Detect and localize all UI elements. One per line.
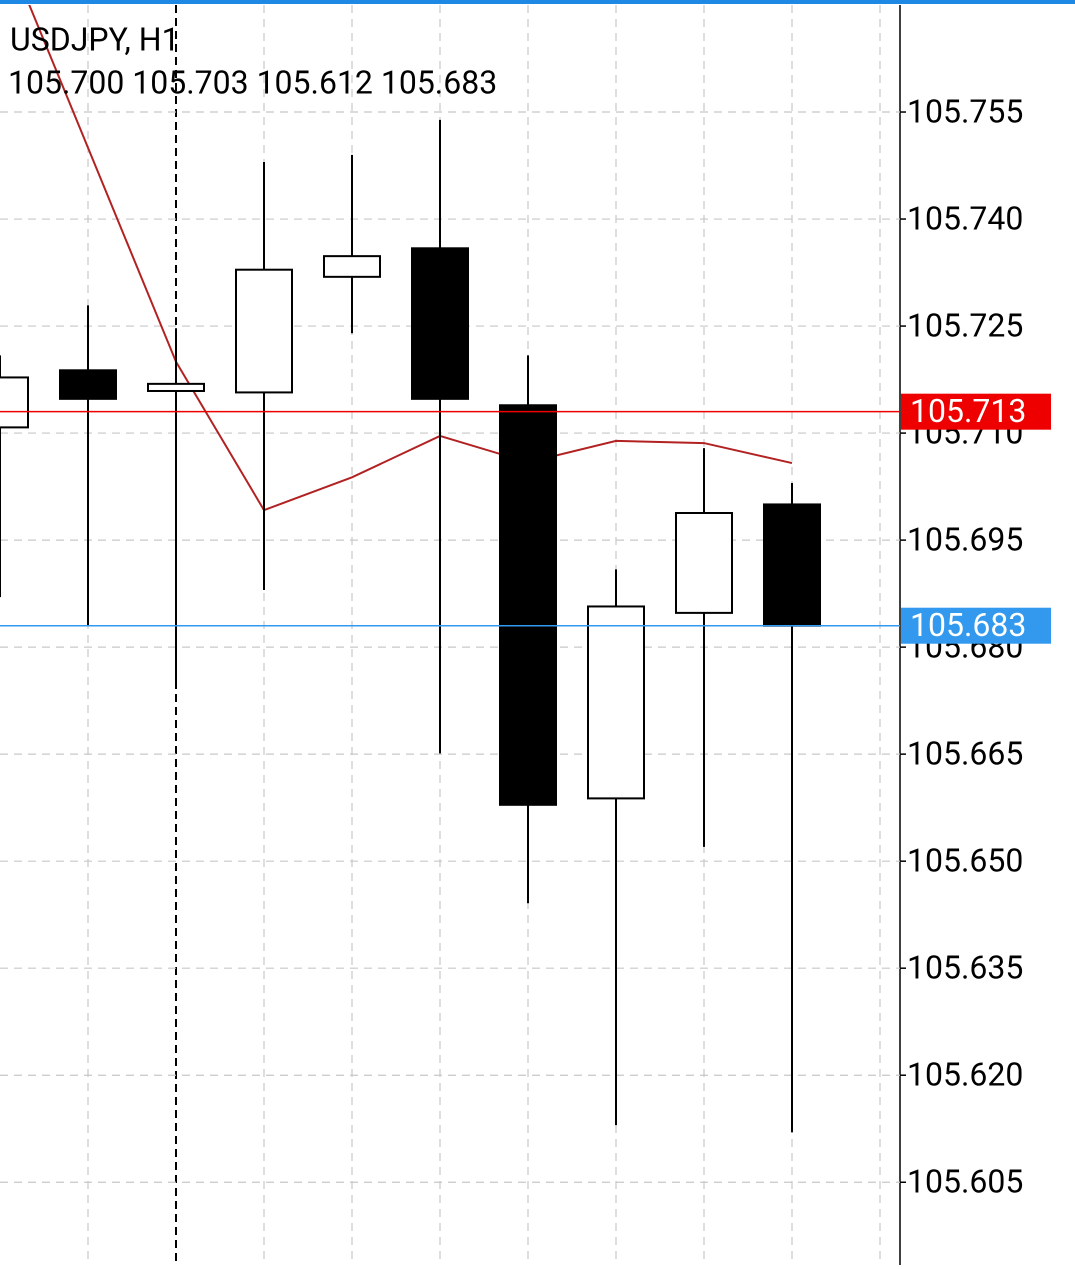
price-label-box xyxy=(901,607,1051,644)
candle-body xyxy=(587,605,645,800)
y-tick-label: 105.635 xyxy=(907,949,1023,987)
y-tick-label: 105.665 xyxy=(907,735,1023,773)
chart-title: USDJPY, H1 xyxy=(10,20,180,58)
y-tick-label: 105.725 xyxy=(907,307,1023,345)
y-tick-label: 105.755 xyxy=(907,92,1023,130)
price-label-box xyxy=(901,393,1051,430)
candle-body xyxy=(147,382,205,392)
candle-body xyxy=(0,376,29,429)
candle-body xyxy=(675,511,733,614)
price-label: 105.713 xyxy=(910,392,1026,430)
price-label: 105.683 xyxy=(910,606,1026,644)
moving-average xyxy=(28,5,793,512)
y-tick-label: 105.650 xyxy=(907,842,1023,880)
y-tick-label: 105.605 xyxy=(907,1163,1023,1201)
price-axis: 105.755105.740105.725105.710105.695105.6… xyxy=(900,92,1051,1201)
y-tick-label: 105.740 xyxy=(907,199,1023,237)
candle-body xyxy=(323,255,381,278)
candle-body xyxy=(411,247,469,400)
y-tick-label: 105.620 xyxy=(907,1056,1023,1094)
candle-body xyxy=(235,268,293,394)
ohlc-info: 105.700 105.703 105.612 105.683 xyxy=(8,63,497,101)
candle-body xyxy=(59,369,117,400)
candle-body xyxy=(763,503,821,627)
y-tick-label: 105.695 xyxy=(907,521,1023,559)
candle-body xyxy=(499,404,557,806)
plot-area xyxy=(0,5,900,1183)
